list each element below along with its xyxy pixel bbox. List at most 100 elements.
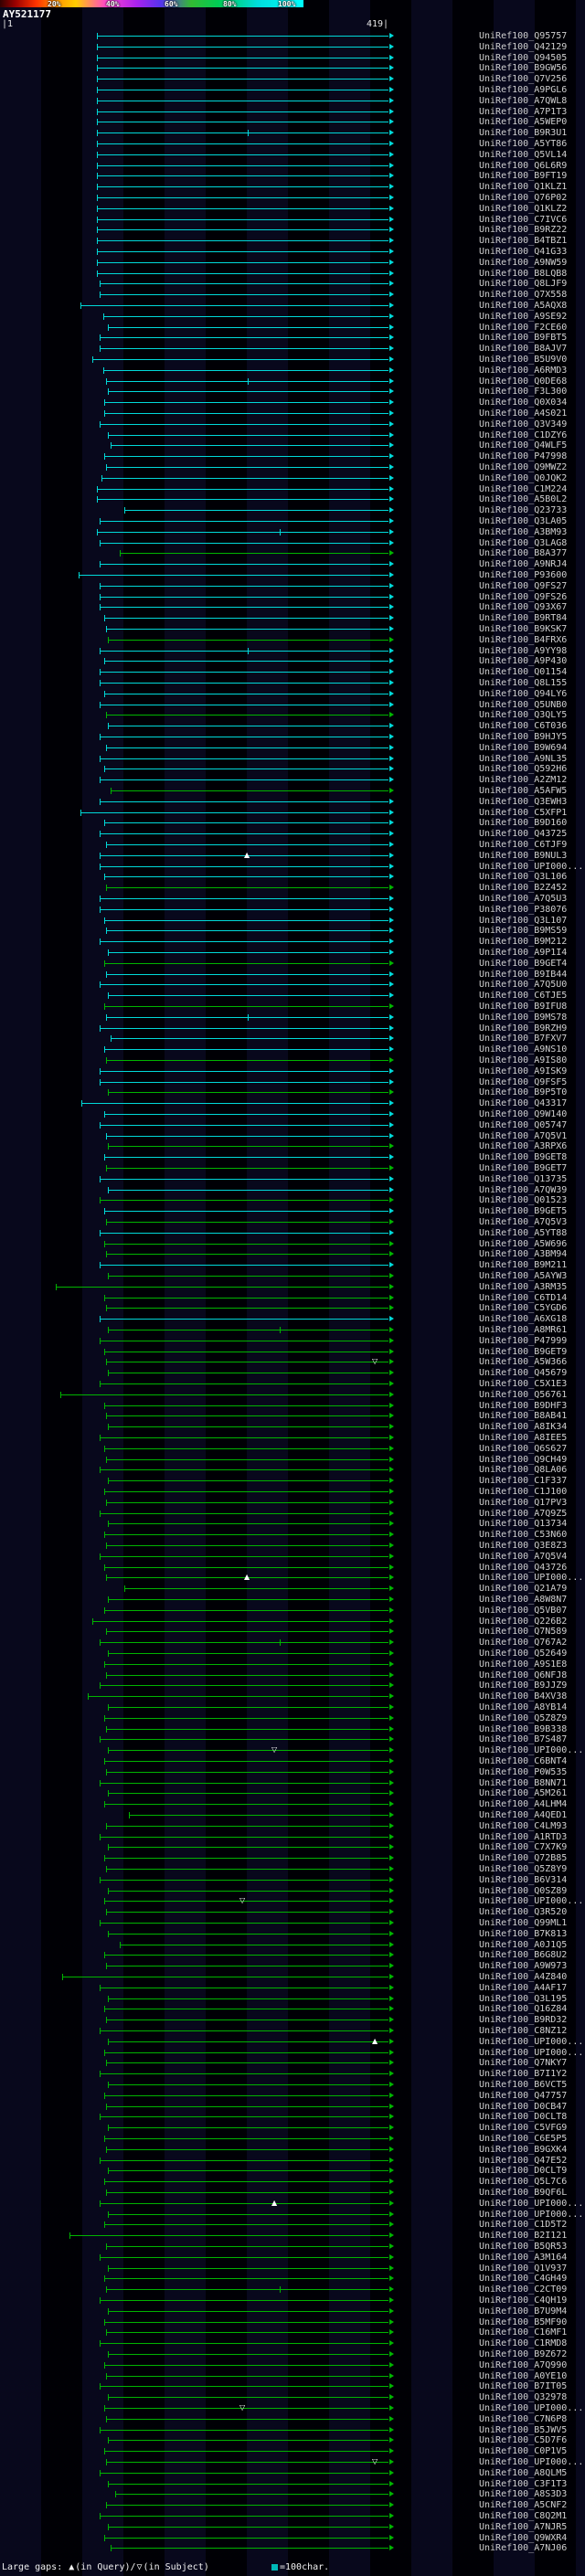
hit-accession-label[interactable]: UniRef100_C1RMD8 [479,2338,568,2349]
hit-row[interactable]: UniRef100_Q16Z84 [0,2003,585,2014]
hit-row[interactable]: UniRef100_Q0DE68 [0,376,585,387]
hit-row[interactable]: UniRef100_A9NL35 [0,753,585,764]
hit-accession-label[interactable]: UniRef100_UPI000... [479,1745,584,1756]
hit-accession-label[interactable]: UniRef100_B9KSK7 [479,624,568,634]
hit-row[interactable]: UniRef100_A9P430 [0,655,585,666]
hit-row[interactable]: UniRef100_B2I121 [0,2230,585,2241]
hit-row[interactable]: UniRef100_A4QED1 [0,1809,585,1820]
hit-accession-label[interactable]: UniRef100_C5XFP1 [479,807,568,818]
hit-accession-label[interactable]: UniRef100_C4LM93 [479,1820,568,1831]
hit-accession-label[interactable]: UniRef100_B9RZH9 [479,1023,568,1034]
hit-row[interactable]: UniRef100_P38076 [0,904,585,915]
hit-accession-label[interactable]: UniRef100_UPI000... [479,861,584,872]
hit-accession-label[interactable]: UniRef100_A5YT88 [479,1227,568,1238]
hit-row[interactable]: UniRef100_A1RTD3 [0,1831,585,1842]
hit-accession-label[interactable]: UniRef100_C8NZ12 [479,2026,568,2036]
hit-accession-label[interactable]: UniRef100_A5CNF2 [479,2500,568,2511]
hit-accession-label[interactable]: UniRef100_Q9FS27 [479,580,568,591]
hit-accession-label[interactable]: UniRef100_A9NW59 [479,257,568,268]
hit-accession-label[interactable]: UniRef100_B9P5T0 [479,1087,568,1098]
hit-accession-label[interactable]: UniRef100_B9GXK4 [479,2144,568,2155]
hit-accession-label[interactable]: UniRef100_A2ZM12 [479,775,568,786]
hit-row[interactable]: UniRef100_C1M224 [0,483,585,494]
hit-row[interactable]: UniRef100_B9MS78 [0,1012,585,1023]
hit-row[interactable]: UniRef100_B7IT05 [0,2380,585,2391]
hit-accession-label[interactable]: UniRef100_A8YB14 [479,1702,568,1712]
hit-row[interactable]: UniRef100_B7S487 [0,1733,585,1744]
hit-row[interactable]: UniRef100_Q01154 [0,666,585,677]
hit-row[interactable]: UniRef100_Q0X034 [0,397,585,408]
hit-accession-label[interactable]: UniRef100_Q47757 [479,2090,568,2101]
hit-row[interactable]: UniRef100_A9S1E8 [0,1659,585,1670]
hit-accession-label[interactable]: UniRef100_C1M224 [479,483,568,494]
hit-row[interactable]: UniRef100_Q47E52 [0,2155,585,2166]
hit-row[interactable]: UniRef100_Q0JQK2 [0,472,585,483]
hit-accession-label[interactable]: UniRef100_Q5L7C6 [479,2177,568,2188]
hit-accession-label[interactable]: UniRef100_C5D7F6 [479,2435,568,2446]
hit-row[interactable]: UniRef100_B6G8U2 [0,1949,585,1960]
hit-row[interactable]: UniRef100_A2ZM12 [0,774,585,785]
hit-accession-label[interactable]: UniRef100_Q3V349 [479,419,568,429]
hit-accession-label[interactable]: UniRef100_B6V314 [479,1874,568,1885]
hit-accession-label[interactable]: UniRef100_Q43726 [479,1562,568,1573]
hit-accession-label[interactable]: UniRef100_UPI000... [479,2209,584,2220]
hit-row[interactable]: UniRef100_A5B0L2 [0,493,585,504]
hit-accession-label[interactable]: UniRef100_B4XV38 [479,1691,568,1702]
hit-accession-label[interactable]: UniRef100_B9RZ22 [479,225,568,236]
hit-accession-label[interactable]: UniRef100_A9YY98 [479,645,568,656]
hit-accession-label[interactable]: UniRef100_Q7V256 [479,74,568,85]
hit-row[interactable]: ▲ UniRef100_B9NUL3 [0,850,585,861]
hit-row[interactable]: UniRef100_C1D5T2 [0,2219,585,2230]
hit-row[interactable]: UniRef100_A8QLM5 [0,2467,585,2478]
hit-accession-label[interactable]: UniRef100_C7IVC6 [479,214,568,225]
hit-row[interactable]: UniRef100_Q5L7C6 [0,2176,585,2187]
hit-row[interactable]: ▲ UniRef100_UPI000... [0,2036,585,2047]
hit-row[interactable]: UniRef100_Q72B85 [0,1852,585,1863]
hit-accession-label[interactable]: UniRef100_B4TBZ1 [479,236,568,247]
hit-row[interactable]: UniRef100_Q76P02 [0,192,585,203]
hit-row[interactable]: ▽ UniRef100_UPI000... [0,1744,585,1755]
hit-row[interactable]: UniRef100_A7QW39 [0,1184,585,1195]
hit-row[interactable]: UniRef100_C5VFG9 [0,2122,585,2133]
hit-row[interactable]: UniRef100_C6BNT4 [0,1755,585,1766]
hit-accession-label[interactable]: UniRef100_UPI000... [479,2457,584,2467]
hit-accession-label[interactable]: UniRef100_B9GET4 [479,958,568,969]
hit-accession-label[interactable]: UniRef100_A4S021 [479,408,568,419]
hit-accession-label[interactable]: UniRef100_B9FT19 [479,171,568,182]
hit-row[interactable]: UniRef100_A5AYW3 [0,1270,585,1281]
hit-accession-label[interactable]: UniRef100_A5M261 [479,1788,568,1799]
hit-accession-label[interactable]: UniRef100_Q6L6R9 [479,160,568,171]
hit-row[interactable]: UniRef100_Q3L107 [0,915,585,926]
hit-row[interactable]: UniRef100_P47998 [0,451,585,461]
hit-accession-label[interactable]: UniRef100_A9NL35 [479,753,568,764]
hit-accession-label[interactable]: UniRef100_A9P1I4 [479,948,568,958]
hit-accession-label[interactable]: UniRef100_B9GET5 [479,1206,568,1217]
hit-accession-label[interactable]: UniRef100_B7K813 [479,1928,568,1939]
hit-row[interactable]: UniRef100_A9NW59 [0,257,585,268]
hit-row[interactable]: UniRef100_A8IEE5 [0,1432,585,1443]
hit-row[interactable]: UniRef100_B8A377 [0,547,585,558]
hit-row[interactable]: UniRef100_B9GET8 [0,1151,585,1162]
hit-row[interactable]: UniRef100_Q42129 [0,41,585,52]
hit-row[interactable]: UniRef100_C1J100 [0,1486,585,1497]
hit-accession-label[interactable]: UniRef100_Q0X034 [479,398,568,408]
hit-accession-label[interactable]: UniRef100_Q3LA05 [479,516,568,526]
hit-accession-label[interactable]: UniRef100_B9NUL3 [479,850,568,861]
hit-accession-label[interactable]: UniRef100_B7I1Y2 [479,2069,568,2080]
hit-accession-label[interactable]: UniRef100_A4QED1 [479,1810,568,1820]
hit-accession-label[interactable]: UniRef100_B9IFU8 [479,1002,568,1012]
hit-row[interactable]: UniRef100_C1DZY6 [0,429,585,440]
hit-accession-label[interactable]: UniRef100_A7QW39 [479,1184,568,1195]
hit-row[interactable]: UniRef100_B8AB41 [0,1410,585,1421]
hit-row[interactable]: UniRef100_B9GET9 [0,1346,585,1357]
hit-row[interactable]: UniRef100_A8YB14 [0,1701,585,1712]
hit-accession-label[interactable]: UniRef100_UPI000... [479,1573,584,1584]
hit-accession-label[interactable]: UniRef100_A5YT86 [479,139,568,149]
hit-accession-label[interactable]: UniRef100_A6RMD3 [479,365,568,376]
hit-accession-label[interactable]: UniRef100_Q5VL14 [479,149,568,160]
hit-accession-label[interactable]: UniRef100_Q4WLF5 [479,440,568,451]
hit-accession-label[interactable]: UniRef100_C4GH49 [479,2274,568,2284]
hit-row[interactable]: UniRef100_Q1KLZ2 [0,203,585,214]
hit-row[interactable]: UniRef100_A9W973 [0,1960,585,1971]
hit-row[interactable]: UniRef100_Q9MWZ2 [0,461,585,472]
